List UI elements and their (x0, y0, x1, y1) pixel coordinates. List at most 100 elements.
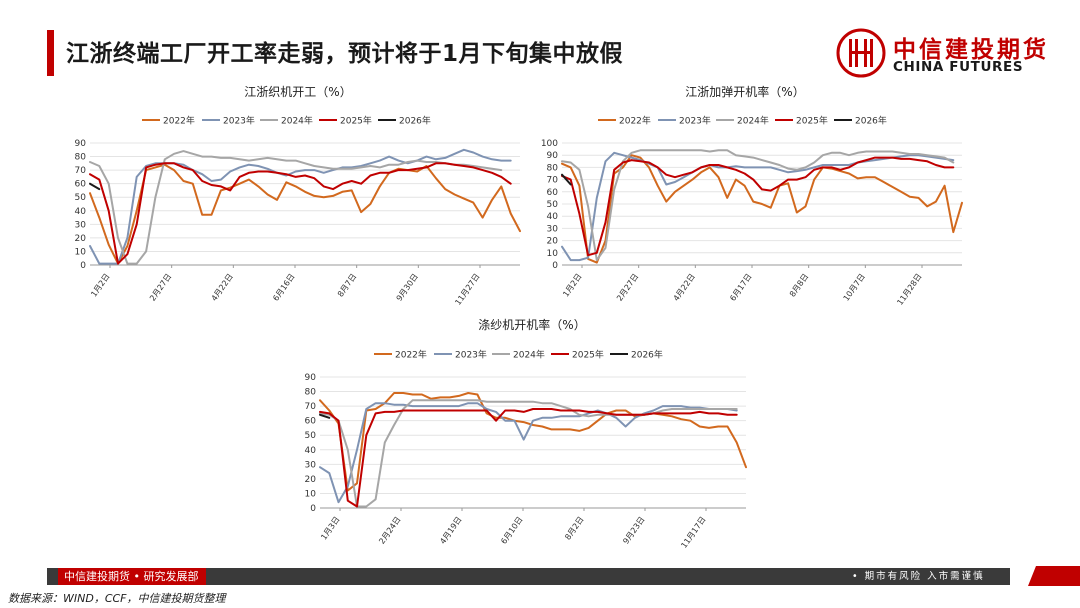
legend-label: 2024年 (737, 115, 769, 127)
y-tick-label: 20 (75, 234, 87, 244)
legend-label: 2023年 (223, 115, 255, 127)
y-tick-label: 10 (305, 489, 317, 499)
y-tick-label: 90 (75, 139, 87, 149)
legend-label: 2023年 (455, 349, 487, 361)
y-tick-label: 100 (541, 139, 558, 149)
logo-english-name: CHINA FUTURES (893, 59, 1024, 75)
series-line (319, 413, 331, 419)
x-tick-label: 11月27日 (453, 272, 481, 305)
footer-bar (47, 568, 1010, 585)
x-tick-label: 2月27日 (615, 272, 640, 303)
y-tick-label: 60 (547, 188, 559, 198)
y-tick-label: 60 (305, 417, 317, 427)
page-title: 江浙终端工厂开工率走弱，预计将于1月下旬集中放假 (66, 41, 624, 67)
chart-svg: 江浙加弹开机率（%） 2022年 2023年 2024年 2025年 2026年 0 10 20… (541, 84, 963, 305)
y-tick-label: 80 (305, 388, 317, 398)
series-line (319, 392, 747, 492)
legend-label: 2022年 (395, 349, 427, 361)
y-tick-label: 30 (75, 220, 87, 230)
legend-label: 2026年 (631, 349, 663, 361)
x-tick-label: 4月22日 (210, 272, 235, 303)
y-tick-label: 40 (75, 207, 87, 217)
y-tick-label: 20 (547, 237, 559, 247)
legend-label: 2024年 (281, 115, 313, 127)
texturing-operating-rate-chart: 江浙加弹开机率（%） 2022年 2023年 2024年 2025年 2026年 0 10 20… (532, 80, 972, 305)
chart-title: 涤纱机开机率（%） (478, 317, 585, 332)
y-tick-label: 10 (75, 247, 87, 257)
series-line (89, 150, 503, 265)
footer-red-accent (1028, 566, 1080, 586)
footer-risk-warning: • 期市有风险 入市需谨慎 (852, 571, 985, 582)
y-tick-label: 30 (305, 460, 317, 470)
y-tick-label: 50 (305, 431, 317, 441)
series-line (319, 402, 738, 504)
y-tick-label: 70 (547, 176, 559, 186)
y-tick-label: 40 (547, 212, 559, 222)
x-tick-label: 4月19日 (438, 515, 463, 546)
legend-label: 2023年 (679, 115, 711, 127)
x-tick-label: 9月30日 (395, 272, 420, 303)
y-tick-label: 70 (75, 166, 87, 176)
logo-chinese-name: 中信建投期货 (893, 37, 1049, 63)
series-line (89, 163, 521, 265)
x-tick-label: 11月28日 (895, 272, 923, 305)
y-tick-label: 0 (552, 261, 558, 271)
x-tick-label: 4月22日 (672, 272, 697, 303)
x-tick-label: 1月2日 (561, 272, 583, 299)
x-tick-label: 6月16日 (271, 272, 296, 303)
title-accent-bar (47, 30, 54, 76)
legend-label: 2025年 (340, 115, 372, 127)
series-line (561, 154, 963, 264)
y-tick-label: 0 (80, 261, 86, 271)
x-tick-label: 6月17日 (728, 272, 753, 303)
x-tick-label: 1月2日 (89, 272, 111, 299)
x-tick-label: 8月8日 (788, 272, 810, 299)
footer-department: 中信建投期货 • 研究发展部 (58, 568, 207, 585)
chart-title: 江浙织机开工（%） (244, 85, 351, 99)
chart-svg: 江浙织机开工（%） 2022年 2023年 2024年 2025年 2026年 0 10 20 3… (75, 85, 521, 305)
y-tick-label: 90 (547, 151, 559, 161)
y-tick-label: 10 (547, 249, 559, 259)
loom-operating-rate-chart: 江浙织机开工（%） 2022年 2023年 2024年 2025年 2026年 0 10 20 3… (58, 80, 528, 305)
x-tick-label: 1月3日 (319, 515, 341, 542)
series-line (89, 182, 101, 191)
y-tick-label: 40 (305, 446, 317, 456)
x-tick-label: 8月2日 (563, 515, 585, 542)
chart-title: 江浙加弹开机率（%） (685, 84, 804, 99)
series-line (561, 149, 955, 262)
series-line (319, 399, 738, 508)
y-tick-label: 50 (547, 200, 559, 210)
brand-logo: 中信建投期货 CHINA FUTURES (836, 28, 1046, 80)
y-tick-label: 90 (305, 373, 317, 383)
citic-logo-icon (836, 28, 886, 78)
x-tick-label: 6月10日 (499, 515, 524, 546)
x-tick-label: 10月7日 (842, 272, 867, 303)
y-tick-label: 0 (310, 504, 316, 514)
legend-label: 2024年 (513, 349, 545, 361)
y-tick-label: 80 (75, 153, 87, 163)
x-tick-label: 8月7日 (336, 272, 358, 299)
x-tick-label: 9月23日 (621, 515, 646, 546)
x-tick-label: 2月27日 (148, 272, 173, 303)
y-tick-label: 20 (305, 475, 317, 485)
legend-label: 2026年 (399, 115, 431, 127)
legend-label: 2022年 (163, 115, 195, 127)
x-tick-label: 11月17日 (679, 515, 707, 548)
legend-label: 2022年 (619, 115, 651, 127)
legend-label: 2026年 (855, 115, 887, 127)
series-line (561, 173, 572, 186)
y-tick-label: 70 (305, 402, 317, 412)
data-source: 数据来源：WIND，CCF，中信建投期货整理 (8, 592, 226, 605)
y-tick-label: 60 (75, 180, 87, 190)
legend-label: 2025年 (796, 115, 828, 127)
y-tick-label: 30 (547, 224, 559, 234)
y-tick-label: 80 (547, 163, 559, 173)
legend-label: 2025年 (572, 349, 604, 361)
series-line (319, 408, 738, 508)
series-line (89, 162, 512, 265)
y-tick-label: 50 (75, 193, 87, 203)
series-line (561, 156, 955, 257)
chart-svg: 涤纱机开机率（%） 2022年 2023年 2024年 2025年 2026年 0 10 20 3… (305, 317, 747, 548)
yarn-machine-operating-rate-chart: 涤纱机开机率（%） 2022年 2023年 2024年 2025年 2026年 0 10 20 3… (290, 313, 760, 548)
x-tick-label: 2月24日 (377, 515, 402, 546)
